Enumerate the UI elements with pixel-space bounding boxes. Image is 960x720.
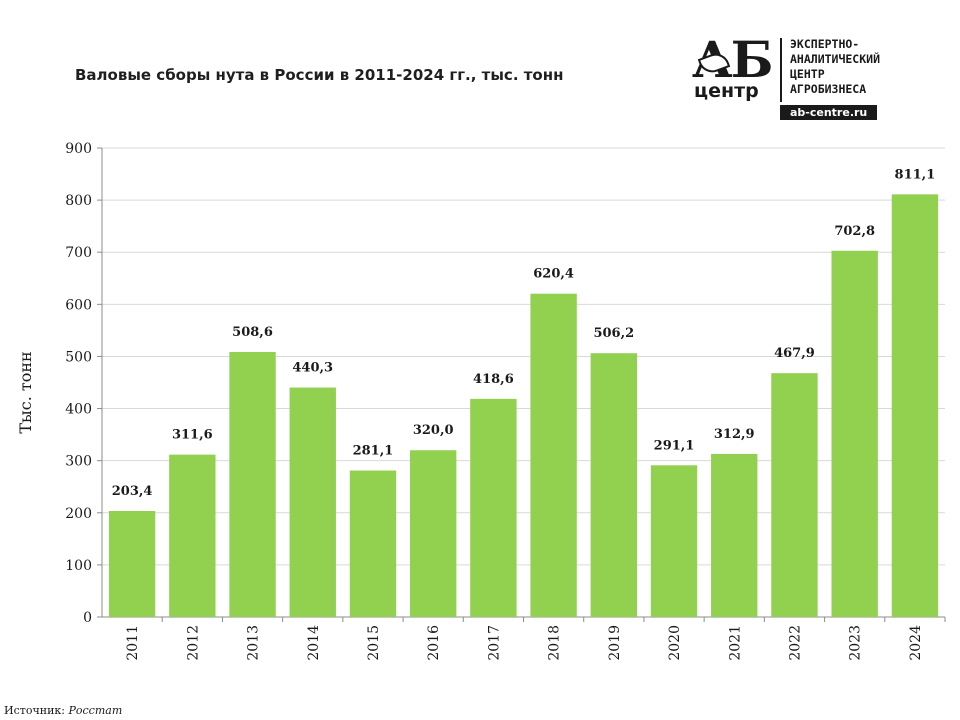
x-tick-label: 2014 [306,625,322,661]
logo-line-1: ЭКСПЕРТНО- [790,37,860,51]
y-tick-label: 400 [65,402,92,418]
data-label: 620,4 [533,267,574,282]
data-label: 418,6 [473,372,514,387]
x-tick-label: 2017 [486,625,502,661]
data-label: 702,8 [834,224,875,239]
logo-line-2: АНАЛИТИЧЕСКИЙ [790,52,881,66]
y-tick-label: 600 [65,297,92,313]
data-label: 440,3 [292,361,333,376]
x-tick-label: 2018 [547,625,563,661]
y-tick-label: 300 [65,454,92,470]
x-tick-label: 2013 [246,625,262,661]
x-tick-label: 2021 [727,625,743,661]
bar [169,454,216,617]
y-tick-label: 900 [65,141,92,157]
bar [891,194,939,617]
bar [650,465,698,617]
y-tick-label: 200 [65,506,92,522]
data-label: 203,4 [112,484,153,499]
ab-centre-logo: АБ центр ЭКСПЕРТНО- АНАЛИТИЧЕСКИЙ ЦЕНТР … [692,32,932,122]
data-label: 291,1 [654,438,695,453]
source-value: Росстат [68,704,123,717]
y-tick-label: 800 [65,193,92,209]
bar [530,293,577,617]
data-label: 320,0 [413,423,454,438]
bar [470,398,517,617]
y-axis-title: Тыс. тонн [16,351,35,433]
bar [349,470,397,617]
data-label: 281,1 [353,444,394,459]
logo-sub: центр [694,80,759,102]
logo-divider [780,38,782,102]
logo-line-3: ЦЕНТР [790,67,825,81]
logo-caption: ЭКСПЕРТНО- АНАЛИТИЧЕСКИЙ ЦЕНТР АГРОБИЗНЕ… [790,37,880,97]
data-label: 506,2 [593,326,634,341]
x-tick-label: 2024 [908,625,924,661]
bar [229,351,276,617]
x-tick-label: 2020 [667,625,683,661]
x-tick-label: 2012 [185,625,201,661]
data-label: 312,9 [714,427,755,442]
logo-site: ab-centre.ru [780,105,878,120]
x-tick-label: 2022 [787,625,803,661]
bar [289,387,336,617]
x-tick-label: 2019 [607,625,623,661]
chart-title: Валовые сборы нута в России в 2011-2024 … [75,66,564,84]
data-label: 311,6 [172,428,213,443]
data-label: 811,1 [895,167,936,182]
bar [108,511,156,617]
x-tick-label: 2011 [125,625,141,661]
y-tick-label: 500 [65,349,92,365]
source-label: Источник: [4,704,65,717]
x-tick-label: 2016 [426,625,442,661]
logo-line-4: АГРОБИЗНЕСА [790,82,867,96]
x-tick-label: 2023 [848,625,864,661]
bar [831,250,878,617]
bar [590,353,638,617]
data-label: 467,9 [774,346,815,361]
y-tick-label: 0 [83,610,92,626]
y-tick-label: 100 [65,558,92,574]
x-tick-label: 2015 [366,625,382,661]
source-note: Источник: Росстат [4,704,122,717]
data-label: 508,6 [232,325,273,340]
bar [409,450,457,617]
bar [711,453,758,617]
bar [771,373,818,617]
y-tick-label: 700 [65,245,92,261]
